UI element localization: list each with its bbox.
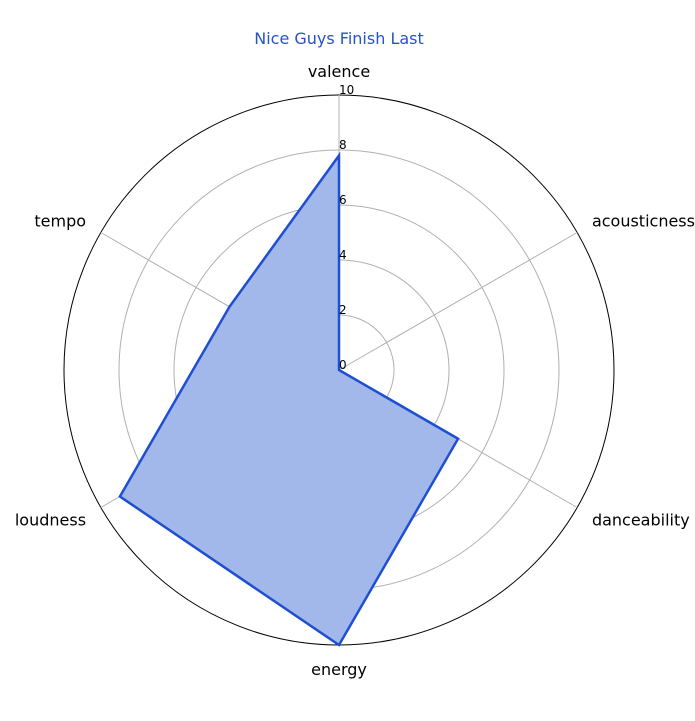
r-tick-label: 2 (339, 303, 347, 317)
r-tick-label: 6 (339, 193, 347, 207)
labels: 0 2 4 6 8 10 valence acousticness danceability en… (15, 62, 695, 679)
axis-label-valence: valence (308, 62, 370, 81)
axis-label-tempo: tempo (34, 212, 86, 231)
data-layer (118, 151, 460, 647)
axis-label-danceability: danceability (592, 511, 690, 530)
r-tick-label: 4 (339, 248, 347, 262)
axis-label-energy: energy (311, 660, 367, 679)
r-tick-label: 8 (339, 138, 347, 152)
chart-title: Nice Guys Finish Last (254, 29, 424, 48)
axis-label-loudness: loudness (15, 511, 86, 530)
spoke-acousticness (338, 232, 578, 371)
axis-label-acousticness: acousticness (592, 212, 695, 231)
r-tick-label: 0 (339, 358, 347, 372)
series-area (118, 151, 460, 647)
r-tick-label: 10 (339, 83, 354, 97)
